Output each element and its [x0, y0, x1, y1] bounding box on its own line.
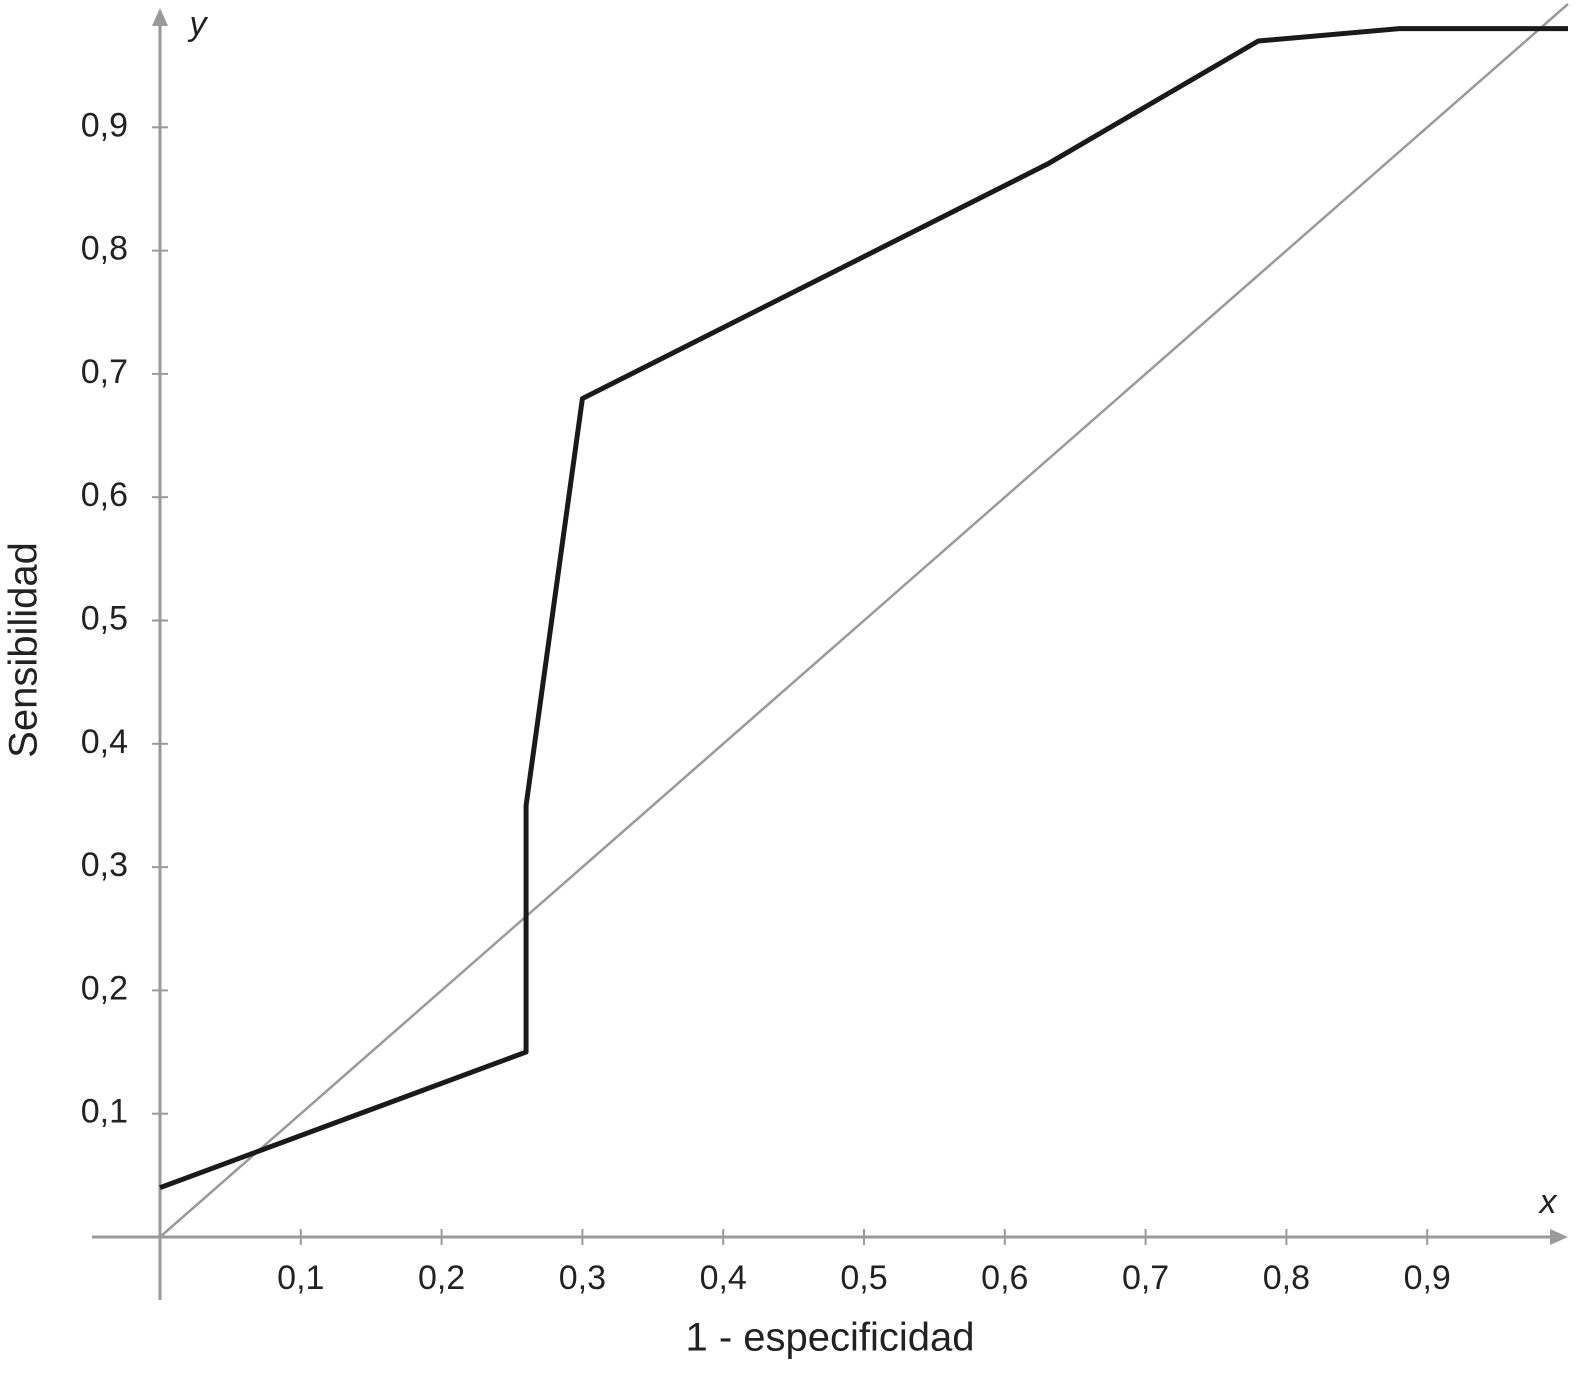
line-series	[159, 3, 1569, 1238]
x-tick-label: 0,8	[1263, 1259, 1310, 1297]
x-tick-label: 0,1	[277, 1259, 324, 1297]
x-tick-label: 0,2	[418, 1259, 465, 1297]
y-tick-label: 0,1	[81, 1093, 128, 1131]
line-series	[159, 26, 1568, 1191]
x-axis-label: 1 - especificidad	[685, 1316, 974, 1360]
y-axis-arrow	[152, 8, 168, 26]
y-tick-label: 0,5	[81, 599, 128, 637]
y-tick-label: 0,7	[81, 353, 128, 391]
x-tick-label: 0,5	[840, 1259, 887, 1297]
y-tick-label: 0,9	[81, 106, 128, 144]
x-tick-label: 0,3	[559, 1259, 606, 1297]
y-tick-label: 0,8	[81, 230, 128, 268]
x-tick-label: 0,9	[1404, 1259, 1451, 1297]
y-axis-name: y	[188, 5, 209, 43]
y-tick-label: 0,3	[81, 846, 128, 884]
y-tick-label: 0,2	[81, 969, 128, 1007]
x-tick-label: 0,7	[1122, 1259, 1169, 1297]
x-axis-arrow	[1550, 1229, 1568, 1245]
x-tick-label: 0,4	[700, 1259, 747, 1297]
x-axis-name: x	[1538, 1183, 1558, 1221]
y-tick-label: 0,6	[81, 476, 128, 514]
y-tick-label: 0,4	[81, 723, 128, 761]
y-axis-label: Sensibilidad	[2, 542, 46, 758]
x-tick-label: 0,6	[981, 1259, 1028, 1297]
